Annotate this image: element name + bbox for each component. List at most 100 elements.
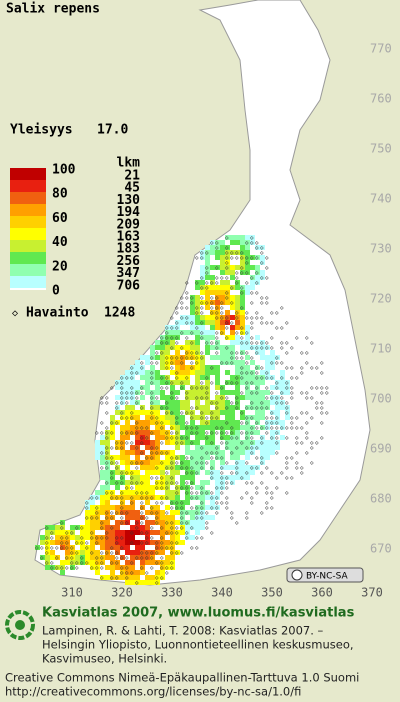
grid-cell [120,530,125,535]
grid-cell [100,470,105,475]
grid-cell [195,310,200,315]
grid-cell [145,435,150,440]
observation-marker: ◇ [150,395,154,402]
observation-marker: ◇ [175,430,179,437]
grid-cell [250,415,255,420]
observation-marker: ◇ [230,355,234,362]
observation-marker: ◇ [120,375,124,382]
easting-label: 330 [161,586,183,600]
observation-marker: ◇ [290,365,294,372]
observation-marker: ◇ [215,455,219,462]
grid-cell [140,570,145,575]
grid-cell [135,555,140,560]
grid-cell [220,485,225,490]
observation-marker: ◇ [130,430,134,437]
grid-cell [210,420,215,425]
grid-cell [215,285,220,290]
observation-marker: ◇ [275,420,279,427]
grid-cell [240,285,245,290]
grid-cell [190,325,195,330]
grid-cell [155,375,160,380]
grid-cell [55,525,60,530]
grid-cell [145,480,150,485]
observation-marker: ◇ [285,475,289,482]
grid-cell [195,280,200,285]
observation-marker: ◇ [320,385,324,392]
grid-cell [240,235,245,240]
observation-marker: ◇ [280,395,284,402]
grid-cell [95,490,100,495]
grid-cell [205,285,210,290]
observation-marker: ◇ [230,435,234,442]
observation-marker: ◇ [210,475,214,482]
grid-cell [135,430,140,435]
grid-cell [195,320,200,325]
observation-marker: ◇ [280,340,284,347]
grid-cell [220,435,225,440]
observation-marker: ◇ [135,370,139,377]
observation-marker: ◇ [210,280,214,287]
observation-marker: ◇ [210,450,214,457]
grid-cell [145,390,150,395]
grid-cell [210,465,215,470]
grid-cell [230,435,235,440]
observation-marker: ◇ [110,385,114,392]
grid-cell [190,410,195,415]
observation-marker: ◇ [105,410,109,417]
grid-cell [115,545,120,550]
grid-cell [80,540,85,545]
observation-marker: ◇ [275,450,279,457]
grid-cell [270,395,275,400]
grid-cell [125,455,130,460]
grid-cell [190,480,195,485]
grid-cell [125,370,130,375]
observation-marker: ◇ [200,410,204,417]
grid-cell [170,535,175,540]
grid-cell [195,505,200,510]
grid-cell [230,480,235,485]
observation-marker: ◇ [140,495,144,502]
observation-marker: ◇ [255,310,259,317]
observation-marker: ◇ [240,495,244,502]
grid-cell [225,415,230,420]
grid-cell [100,490,105,495]
grid-cell [215,255,220,260]
grid-cell [175,355,180,360]
observation-marker: ◇ [315,400,319,407]
observation-marker: ◇ [105,445,109,452]
observation-marker: ◇ [195,395,199,402]
grid-cell [80,535,85,540]
observation-marker: ◇ [215,505,219,512]
observation-marker: ◇ [205,435,209,442]
license-line: Creative Commons Nimeä-Epäkaupallinen-Ta… [5,671,359,685]
grid-cell [180,435,185,440]
grid-cell [225,235,230,240]
observation-marker: ◇ [160,405,164,412]
grid-cell [135,445,140,450]
northing-label: 680 [370,492,392,506]
grid-cell [160,535,165,540]
grid-cell [135,495,140,500]
observation-marker: ◇ [150,415,154,422]
grid-cell [240,250,245,255]
observation-marker: ◇ [255,485,259,492]
grid-cell [225,290,230,295]
grid-cell [230,425,235,430]
observation-marker: ◇ [165,565,169,572]
observation-marker: ◇ [145,495,149,502]
grid-cell [120,545,125,550]
grid-cell [170,500,175,505]
grid-cell [235,325,240,330]
grid-cell [175,465,180,470]
observation-marker: ◇ [240,375,244,382]
observation-marker: ◇ [120,385,124,392]
grid-cell [210,460,215,465]
grid-cell [205,335,210,340]
observation-marker: ◇ [240,325,244,332]
grid-cell [195,295,200,300]
grid-cell [210,430,215,435]
grid-cell [225,370,230,375]
grid-cell [175,330,180,335]
grid-cell [220,330,225,335]
grid-cell [75,560,80,565]
